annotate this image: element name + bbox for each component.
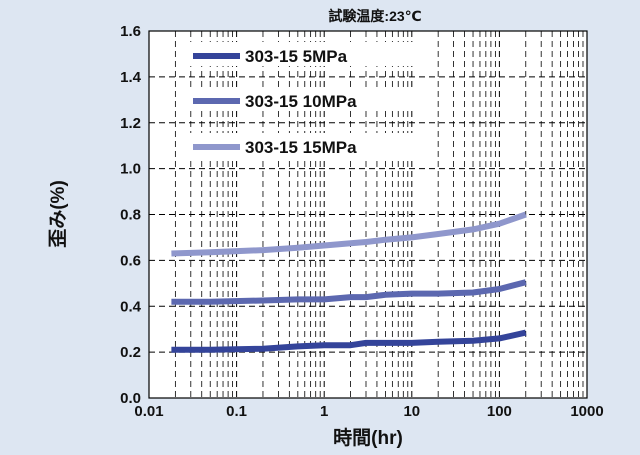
data-series: [171, 211, 527, 353]
x-tick-label: 1: [320, 403, 328, 420]
y-tick-label: 1.2: [120, 115, 141, 132]
y-tick-label: 1.6: [120, 23, 141, 40]
y-tick-label: 1.4: [120, 69, 142, 86]
x-tick-labels: 0.01 0.1 1 10 100 1000: [134, 403, 603, 420]
x-tick-label: 0.1: [226, 403, 247, 420]
series-line-1: [171, 329, 527, 353]
x-axis-title: 時間(hr): [333, 427, 403, 449]
y-tick-label: 0.8: [120, 207, 141, 224]
legend: 303-15 5MPa 303-15 10MPa 303-15 15MPa: [187, 42, 431, 157]
y-tick-label: 0.6: [120, 252, 141, 269]
legend-label-1: 303-15 5MPa: [245, 47, 348, 66]
y-tick-labels: 0.0 0.2 0.4 0.6 0.8 1.0 1.2 1.4 1.6: [120, 23, 142, 407]
y-tick-label: 0.4: [120, 298, 142, 315]
x-tick-label: 100: [487, 403, 512, 420]
series-line-2: [171, 279, 527, 305]
y-tick-label: 0.0: [120, 390, 141, 407]
y-axis-title: 歪み(%): [47, 180, 69, 248]
x-tick-label: 10: [403, 403, 420, 420]
legend-label-2: 303-15 10MPa: [245, 92, 357, 111]
series-line-3: [171, 211, 527, 257]
y-tick-label: 1.0: [120, 161, 141, 178]
legend-label-3: 303-15 15MPa: [245, 138, 357, 157]
plot-frame: [148, 30, 588, 399]
y-tick-label: 0.2: [120, 344, 141, 361]
x-tick-label: 1000: [570, 403, 603, 420]
x-tick-label: 0.01: [134, 403, 163, 420]
chart-title: 試験温度:23℃: [328, 8, 421, 24]
